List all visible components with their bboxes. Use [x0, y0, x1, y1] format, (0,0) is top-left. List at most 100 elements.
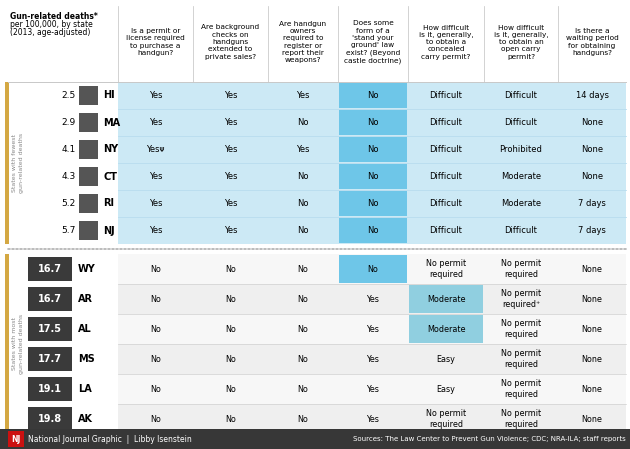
Text: How difficult
is it, generally,
to obtain an
open carry
permit?: How difficult is it, generally, to obtai… — [494, 25, 548, 60]
Text: Difficult: Difficult — [505, 226, 537, 235]
Text: Sources: The Law Center to Prevent Gun Violence; CDC; NRA-ILA; staff reports: Sources: The Law Center to Prevent Gun V… — [353, 436, 626, 442]
Text: No permit
required: No permit required — [426, 409, 466, 429]
Bar — [79, 167, 98, 186]
Text: No: No — [225, 384, 236, 393]
Text: None: None — [581, 118, 603, 127]
Text: No: No — [367, 145, 379, 154]
Text: Moderate: Moderate — [501, 172, 541, 181]
Text: MA: MA — [103, 118, 120, 128]
Text: 4.1: 4.1 — [62, 145, 76, 154]
Text: No permit
required: No permit required — [426, 260, 466, 279]
Text: States with most
gun-related deaths: States with most gun-related deaths — [13, 314, 23, 374]
Text: No: No — [225, 414, 236, 423]
Text: Moderate: Moderate — [501, 199, 541, 208]
Text: No: No — [225, 295, 236, 304]
Text: No permit
required: No permit required — [501, 349, 541, 369]
Text: Yes: Yes — [149, 118, 163, 127]
Text: None: None — [581, 325, 602, 334]
Text: 17.5: 17.5 — [38, 324, 62, 334]
Text: Difficult: Difficult — [430, 199, 462, 208]
Text: None: None — [581, 145, 603, 154]
Text: None: None — [581, 355, 602, 364]
Text: No permit
required⁺: No permit required⁺ — [501, 289, 541, 309]
Text: 2.9: 2.9 — [62, 118, 76, 127]
Text: Yes: Yes — [367, 295, 379, 304]
Text: Difficult: Difficult — [430, 145, 462, 154]
Text: 19.8: 19.8 — [38, 414, 62, 424]
Text: No permit
required: No permit required — [501, 379, 541, 399]
Text: None: None — [581, 295, 602, 304]
Text: Prohibited: Prohibited — [500, 145, 542, 154]
Text: AR: AR — [78, 294, 93, 304]
Bar — [118, 82, 626, 109]
Text: 5.2: 5.2 — [62, 199, 76, 208]
Bar — [409, 285, 483, 313]
Text: Yes: Yes — [149, 199, 163, 208]
Bar — [5, 82, 9, 244]
Bar — [79, 194, 98, 213]
Text: AK: AK — [78, 414, 93, 424]
Bar — [79, 86, 98, 105]
Bar — [339, 137, 407, 162]
Bar — [339, 164, 407, 189]
Text: Yes: Yes — [367, 414, 379, 423]
Text: No: No — [367, 226, 379, 235]
Text: ⁺No permit required, but open carry is otherwise restricted.: ⁺No permit required, but open carry is o… — [320, 446, 508, 449]
Text: 2.5: 2.5 — [62, 91, 76, 100]
Text: None: None — [581, 414, 602, 423]
Bar — [118, 190, 626, 217]
Text: AL: AL — [78, 324, 92, 334]
Text: None: None — [581, 264, 602, 273]
Text: per 100,000, by state: per 100,000, by state — [10, 20, 93, 29]
Text: Yes: Yes — [224, 145, 238, 154]
Text: National Journal Graphic  |  Libby Isenstein: National Journal Graphic | Libby Isenste… — [28, 435, 192, 444]
Text: No permit
required: No permit required — [501, 319, 541, 339]
Bar — [409, 315, 483, 343]
Text: No: No — [297, 199, 309, 208]
Bar — [339, 83, 407, 108]
Bar — [118, 163, 626, 190]
Text: Difficult: Difficult — [505, 118, 537, 127]
Text: RI: RI — [103, 198, 114, 208]
Bar — [28, 257, 72, 281]
Text: Yesᴪ: Yesᴪ — [146, 145, 164, 154]
Text: 17.7: 17.7 — [38, 354, 62, 364]
Text: No: No — [150, 325, 161, 334]
Bar — [28, 407, 72, 431]
Bar — [339, 218, 407, 243]
Text: No: No — [367, 199, 379, 208]
Bar — [118, 136, 626, 163]
Text: No: No — [297, 226, 309, 235]
Text: NJ: NJ — [103, 225, 115, 235]
Bar — [79, 221, 98, 240]
Text: No: No — [225, 264, 236, 273]
Text: Yes: Yes — [224, 199, 238, 208]
Text: No: No — [297, 384, 309, 393]
Text: No: No — [367, 118, 379, 127]
Bar — [5, 254, 9, 434]
Text: None: None — [581, 384, 602, 393]
Text: LA: LA — [78, 384, 92, 394]
Bar — [28, 287, 72, 311]
Text: No: No — [367, 264, 379, 273]
Text: NY: NY — [103, 145, 118, 154]
Text: Moderate: Moderate — [427, 295, 465, 304]
Text: (2013, age-adjusted): (2013, age-adjusted) — [10, 28, 90, 37]
Bar — [79, 113, 98, 132]
Bar — [118, 374, 626, 404]
Text: Yes: Yes — [367, 384, 379, 393]
Bar — [339, 255, 407, 283]
Text: Yes: Yes — [296, 145, 310, 154]
Text: HI: HI — [103, 91, 115, 101]
Text: No: No — [150, 414, 161, 423]
Text: with undetermined intent. Legal interventions involving firearms are excluded.: with undetermined intent. Legal interven… — [8, 446, 256, 449]
Text: Difficult: Difficult — [430, 172, 462, 181]
Text: 16.7: 16.7 — [38, 264, 62, 274]
Text: ᴪLicense required to own handguns, but not purchase.: ᴪLicense required to own handguns, but n… — [320, 438, 492, 443]
Text: How difficult
is it, generally,
to obtain a
concealed
carry permit?: How difficult is it, generally, to obtai… — [419, 25, 473, 60]
Text: No: No — [297, 118, 309, 127]
Bar — [118, 217, 626, 244]
Text: No: No — [150, 355, 161, 364]
Bar — [118, 254, 626, 284]
Text: No: No — [150, 264, 161, 273]
